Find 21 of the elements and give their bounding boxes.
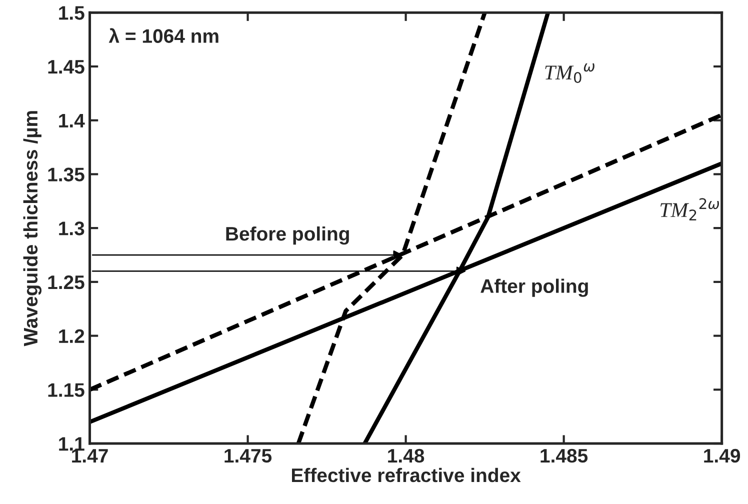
annotation: λ = 1064 nm <box>108 28 218 43</box>
y-tick-label: 1.1 <box>59 437 84 451</box>
y-tick-label: 1.3 <box>59 222 84 236</box>
x-tick-label: 1.47 <box>72 449 108 462</box>
x-tick-label: 1.485 <box>540 448 588 463</box>
x-tick-label: 1.49 <box>704 448 740 463</box>
y-axis-title: Waveguide thickness /µm <box>23 111 42 346</box>
y-tick-label: 1.2 <box>59 329 84 343</box>
y-tick-label: 1.5 <box>59 6 84 20</box>
x-tick-label: 1.475 <box>224 449 272 463</box>
x-tick-label: 1.48 <box>388 448 424 463</box>
annotation: After poling <box>480 278 588 297</box>
y-tick-label: 1.4 <box>59 114 85 128</box>
series-label: TM$_{0}$$^{ω}$ <box>545 63 594 83</box>
x-axis-title: Effective refractive index <box>292 468 521 482</box>
y-tick-label: 1.45 <box>48 60 84 74</box>
y-tick-label: 1.25 <box>48 275 84 290</box>
y-tick-label: 1.15 <box>48 383 84 397</box>
y-tick-label: 1.35 <box>48 168 84 182</box>
annotation: Before poling <box>226 226 349 245</box>
series-label: TM$_{2}$$^{2ω}$ <box>660 198 719 220</box>
